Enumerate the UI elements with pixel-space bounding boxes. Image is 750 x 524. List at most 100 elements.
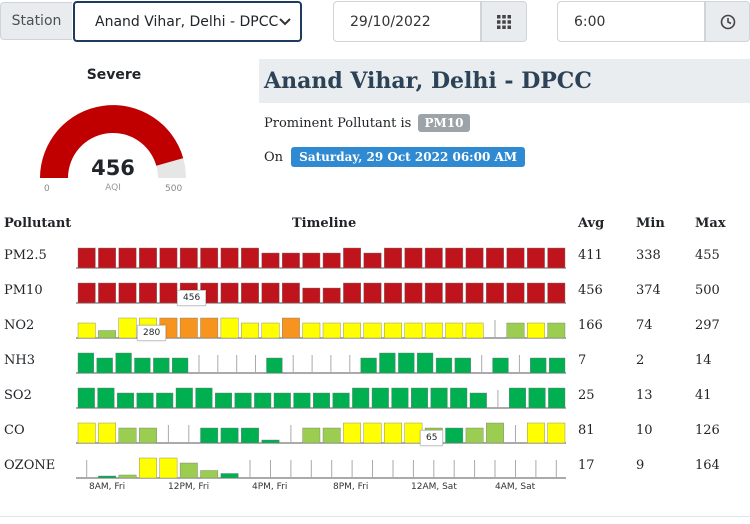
timeline-bar[interactable] xyxy=(77,322,96,339)
timeline-bar[interactable] xyxy=(302,322,321,339)
timeline-bar[interactable] xyxy=(450,387,468,409)
timeline-bar[interactable] xyxy=(465,322,484,339)
station-select[interactable]: Anand Vihar, Delhi - DPCC xyxy=(73,1,302,42)
timeline-bar[interactable] xyxy=(549,357,566,374)
timeline-bar[interactable] xyxy=(465,247,484,269)
timeline-bar[interactable] xyxy=(98,330,116,339)
timeline-bar[interactable] xyxy=(343,322,361,339)
timeline-bar[interactable] xyxy=(261,252,280,269)
timeline-bar[interactable] xyxy=(391,387,409,409)
timeline-bar[interactable] xyxy=(435,357,453,374)
timeline-bar[interactable] xyxy=(465,282,484,304)
timeline-bar[interactable] xyxy=(115,352,132,374)
timeline-bar[interactable] xyxy=(200,247,219,269)
timeline-bar[interactable] xyxy=(220,282,239,304)
date-input[interactable]: 29/10/2022 xyxy=(333,1,481,42)
timeline-bar[interactable] xyxy=(159,282,178,304)
timeline-bar[interactable] xyxy=(527,322,545,339)
timeline-bar[interactable] xyxy=(360,357,377,374)
timeline-bar[interactable] xyxy=(506,247,525,269)
timeline-bar[interactable] xyxy=(352,387,370,409)
timeline-bar[interactable] xyxy=(77,422,96,444)
timeline-bar[interactable] xyxy=(136,392,154,409)
timeline-bar[interactable] xyxy=(384,422,402,444)
timeline-bar[interactable] xyxy=(159,247,178,269)
timeline-bar[interactable] xyxy=(411,387,429,409)
timeline-bar[interactable] xyxy=(77,282,96,304)
timeline-bar[interactable] xyxy=(241,247,259,269)
timeline-bar[interactable] xyxy=(77,387,95,409)
timeline-bar[interactable] xyxy=(241,282,259,304)
timeline-bar[interactable] xyxy=(281,317,300,339)
timeline-bar[interactable] xyxy=(363,422,382,444)
timeline-bar[interactable] xyxy=(118,427,137,444)
timeline-bar[interactable] xyxy=(548,387,566,409)
timeline-bar[interactable] xyxy=(363,282,382,304)
timeline-bar[interactable] xyxy=(214,392,232,409)
timeline-bar[interactable] xyxy=(322,322,341,339)
timeline-bar[interactable] xyxy=(134,357,151,374)
timeline-bar[interactable] xyxy=(404,322,423,339)
timeline-bar[interactable] xyxy=(96,357,113,374)
timeline-bar[interactable] xyxy=(469,392,487,409)
timeline-bar[interactable] xyxy=(118,247,137,269)
timeline-bar[interactable] xyxy=(384,247,402,269)
timeline-bar[interactable] xyxy=(430,387,448,409)
timeline-bar[interactable] xyxy=(384,282,402,304)
timeline-bar[interactable] xyxy=(506,322,525,339)
timeline-bar[interactable] xyxy=(486,247,504,269)
timeline-bar[interactable] xyxy=(118,474,137,479)
timeline-bar[interactable] xyxy=(445,322,464,339)
timeline-bar[interactable] xyxy=(486,422,504,444)
timeline-bar[interactable] xyxy=(343,422,361,444)
timeline-bar[interactable] xyxy=(98,247,116,269)
timeline-bar[interactable] xyxy=(98,475,116,479)
timeline-bar[interactable] xyxy=(547,282,566,304)
timeline-bar[interactable] xyxy=(77,352,95,374)
timeline-bar[interactable] xyxy=(404,282,423,304)
timeline-bar[interactable] xyxy=(465,427,484,444)
timeline-bar[interactable] xyxy=(547,322,566,339)
timeline-bar[interactable] xyxy=(424,322,443,339)
timeline-bar[interactable] xyxy=(312,392,330,409)
timeline-bar[interactable] xyxy=(179,247,198,269)
timeline-bar[interactable] xyxy=(343,247,361,269)
timeline-bar[interactable] xyxy=(417,352,434,374)
timeline-bar[interactable] xyxy=(220,427,239,444)
timeline-bar[interactable] xyxy=(281,252,300,269)
timeline-bar[interactable] xyxy=(445,427,464,444)
timeline-bar[interactable] xyxy=(527,422,545,444)
timeline-bar[interactable] xyxy=(179,462,198,479)
timeline-bar[interactable] xyxy=(97,387,115,409)
timeline-bar[interactable] xyxy=(302,427,321,444)
timeline-bar[interactable] xyxy=(261,282,280,304)
timeline-bar[interactable] xyxy=(454,357,471,374)
timeline-bar[interactable] xyxy=(156,392,174,409)
timeline-bar[interactable] xyxy=(175,387,193,409)
timeline-bar[interactable] xyxy=(424,282,443,304)
timeline-bar[interactable] xyxy=(98,422,116,444)
timeline-bar[interactable] xyxy=(139,427,157,444)
timeline-bar[interactable] xyxy=(98,282,116,304)
timeline-bar[interactable] xyxy=(509,387,527,409)
timeline-bar[interactable] xyxy=(293,392,311,409)
timeline-bar[interactable] xyxy=(547,247,566,269)
timeline-bar[interactable] xyxy=(254,392,272,409)
timeline-bar[interactable] xyxy=(404,247,423,269)
timeline-bar[interactable] xyxy=(261,322,280,339)
timeline-bar[interactable] xyxy=(195,387,213,409)
timeline-bar[interactable] xyxy=(332,392,350,409)
timeline-bar[interactable] xyxy=(77,247,96,269)
timeline-bar[interactable] xyxy=(530,357,547,374)
timeline-bar[interactable] xyxy=(343,282,361,304)
timeline-bar[interactable] xyxy=(139,457,157,479)
timeline-bar[interactable] xyxy=(363,322,382,339)
timeline-bar[interactable] xyxy=(445,282,464,304)
timeline-bar[interactable] xyxy=(200,317,219,339)
timeline-bar[interactable] xyxy=(486,282,504,304)
timeline-bar[interactable] xyxy=(527,282,545,304)
timeline-bar[interactable] xyxy=(322,287,341,304)
timeline-bar[interactable] xyxy=(171,357,189,374)
timeline-bar[interactable] xyxy=(241,322,259,339)
timeline-bar[interactable] xyxy=(363,252,382,269)
